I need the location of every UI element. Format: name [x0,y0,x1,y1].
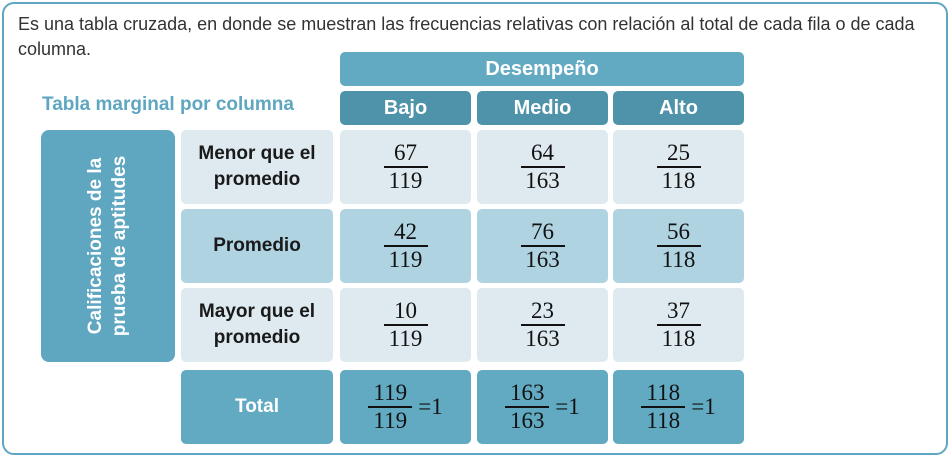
row-label-menor: Menor que el promedio [181,130,333,204]
denominator: 163 [525,167,560,193]
side-label: Calificaciones de la prueba de aptitudes [85,155,130,337]
denominator: 119 [388,246,423,272]
denominator: 118 [661,325,696,351]
column-header-medio: Medio [477,91,608,125]
equals-one: =1 [555,394,580,419]
numerator: 56 [667,219,690,245]
numerator: 42 [394,219,417,245]
performance-header: Desempeño [340,52,744,86]
denominator: 118 [661,167,696,193]
column-header-bajo: Bajo [340,91,471,125]
denominator: 119 [388,325,423,351]
fraction-bar [656,245,701,247]
row-label-mayor: Mayor que el promedio [181,288,333,362]
column-header-alto: Alto [613,91,744,125]
denominator: 163 [525,246,560,272]
fraction-bar [505,406,550,408]
numerator: 37 [667,298,690,324]
cell-mayor-alto: 37 118 [613,288,744,362]
denominator: 118 [646,407,681,433]
numerator: 67 [394,140,417,166]
denominator: 163 [510,407,545,433]
fraction-bar [520,324,565,326]
denominator: 119 [373,407,408,433]
marginal-title: Tabla marginal por columna [42,94,294,115]
equals-one: =1 [418,394,443,419]
row-label-text: Promedio [213,235,301,256]
cell-promedio-bajo: 42 119 [340,209,471,283]
numerator: 118 [646,380,681,406]
numerator: 23 [531,298,554,324]
cell-menor-alto: 25 118 [613,130,744,204]
numerator: 10 [394,298,417,324]
cell-total-medio: 163 163 =1 [477,370,608,444]
fraction-bar [368,406,413,408]
fraction-bar [656,324,701,326]
numerator: 76 [531,219,554,245]
numerator: 25 [667,140,690,166]
fraction-bar [383,324,428,326]
numerator: 64 [531,140,554,166]
cell-menor-medio: 64 163 [477,130,608,204]
fraction-bar [383,166,428,168]
cell-mayor-bajo: 10 119 [340,288,471,362]
equals-one: =1 [691,394,716,419]
cell-promedio-alto: 56 118 [613,209,744,283]
intro-text: Es una tabla cruzada, en donde se muestr… [18,14,915,59]
fraction-bar [520,166,565,168]
fraction-bar [656,166,701,168]
fraction-bar [383,245,428,247]
denominator: 119 [388,167,423,193]
fraction-bar [520,245,565,247]
total-label: Total [181,370,333,444]
cell-total-bajo: 119 119 =1 [340,370,471,444]
numerator: 119 [373,380,408,406]
numerator: 163 [510,380,545,406]
cell-menor-bajo: 67 119 [340,130,471,204]
row-label-promedio: Promedio [181,209,333,283]
row-label-text: Mayor que el promedio [198,301,316,348]
row-label-text: Menor que el promedio [198,143,316,190]
cell-mayor-medio: 23 163 [477,288,608,362]
cell-promedio-medio: 76 163 [477,209,608,283]
denominator: 118 [661,246,696,272]
denominator: 163 [525,325,560,351]
fraction-bar [641,406,686,408]
side-label-box: Calificaciones de la prueba de aptitudes [41,130,175,362]
cell-total-alto: 118 118 =1 [613,370,744,444]
